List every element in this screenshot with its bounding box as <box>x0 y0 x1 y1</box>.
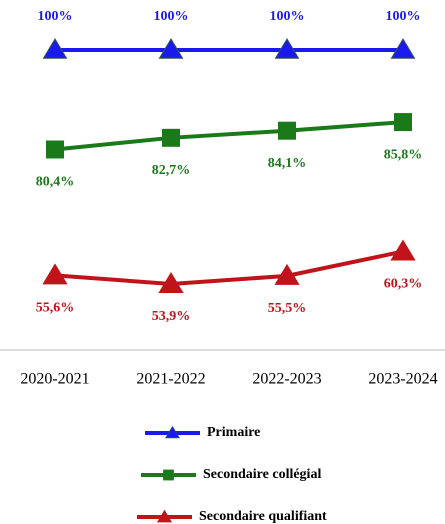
value-label: 82,7% <box>152 163 191 178</box>
x-tick-label: 2020-2021 <box>20 371 89 388</box>
legend-label: Primaire <box>207 425 260 440</box>
series-line <box>54 249 404 287</box>
value-label: 80,4% <box>36 175 75 190</box>
value-label: 100% <box>38 9 73 24</box>
value-label: 100% <box>270 9 305 24</box>
value-label: 84,1% <box>268 156 307 171</box>
marker <box>42 38 68 59</box>
marker <box>274 38 300 59</box>
marker <box>42 263 68 285</box>
legend-marker <box>165 425 180 439</box>
value-label: 85,8% <box>384 147 423 162</box>
marker <box>158 38 184 59</box>
marker <box>394 113 412 132</box>
x-tick-label: 2022-2023 <box>252 371 321 388</box>
value-label: 60,3% <box>384 277 423 292</box>
x-tick-label: 2021-2022 <box>136 371 205 388</box>
value-label: 55,5% <box>268 301 307 316</box>
legend-marker <box>163 469 174 481</box>
marker <box>46 140 64 159</box>
marker <box>390 38 416 59</box>
legend-label: Secondaire collégial <box>203 467 321 482</box>
value-label: 100% <box>154 9 189 24</box>
x-tick-label: 2023-2024 <box>368 371 437 388</box>
marker <box>278 121 296 140</box>
marker <box>390 239 416 261</box>
legend-marker <box>156 509 173 523</box>
series-line <box>54 120 404 152</box>
marker <box>274 263 300 285</box>
value-label: 100% <box>386 9 421 24</box>
marker <box>158 272 184 293</box>
value-label: 55,6% <box>36 301 75 316</box>
marker <box>162 128 180 147</box>
value-label: 53,9% <box>152 309 191 324</box>
legend-label: Secondaire qualifiant <box>199 509 327 524</box>
